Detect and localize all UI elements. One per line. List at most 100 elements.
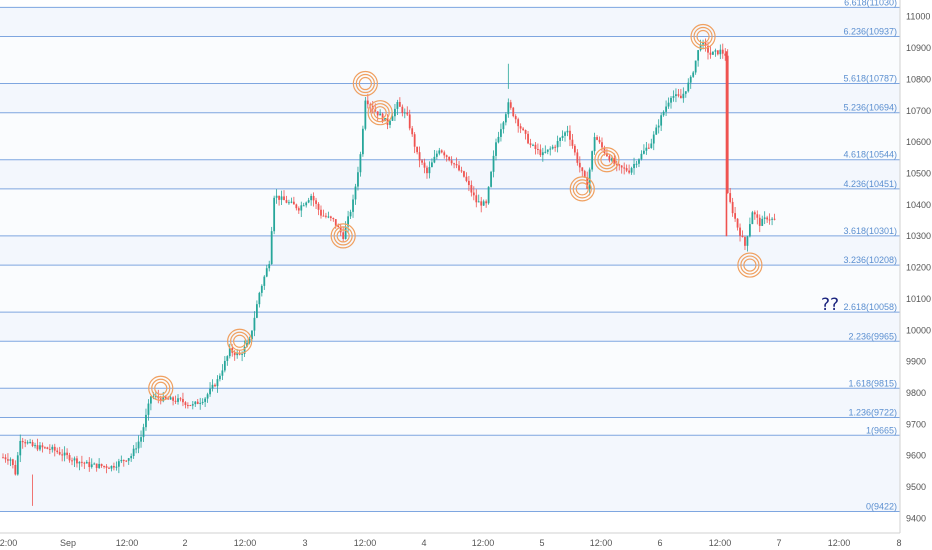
candle-body <box>317 203 320 210</box>
highlight-ring <box>373 106 387 120</box>
y-tick-label: 9600 <box>906 451 926 461</box>
candle-body <box>41 445 44 448</box>
candle-body <box>573 145 576 153</box>
candle-body <box>551 146 554 149</box>
candle-body <box>216 379 219 387</box>
candle-body <box>270 231 273 265</box>
fib-band <box>0 112 900 160</box>
y-axis: 11000 10900 10800 10700 10600 10500 10400 10300… <box>906 12 931 524</box>
candle-body <box>105 466 108 468</box>
highlight-ring <box>154 381 168 395</box>
fib-band <box>0 417 900 436</box>
fib-band <box>0 265 900 313</box>
y-tick-label: 10500 <box>906 169 931 179</box>
fib-level-label: 5.618(10787) <box>843 74 897 84</box>
y-tick-label: 10400 <box>906 200 931 210</box>
candle-body <box>731 201 734 214</box>
candle-body <box>704 42 707 46</box>
x-tick-label: 8 <box>896 538 901 548</box>
candle-body <box>258 292 261 305</box>
candle-body <box>684 91 687 94</box>
candle-body <box>569 130 571 140</box>
candle-body <box>125 460 128 462</box>
candle-body <box>366 100 369 105</box>
fib-level-label: 1.618(9815) <box>848 378 897 388</box>
highlight-ring <box>575 182 589 196</box>
candle-body <box>608 156 611 161</box>
candle-body <box>132 448 135 457</box>
candle-body <box>305 202 308 206</box>
candle-body <box>248 339 251 343</box>
candle-body <box>122 459 125 461</box>
candle-body <box>756 214 759 218</box>
highlight-ring <box>333 226 353 246</box>
candle-body <box>416 146 419 153</box>
candle-body <box>219 375 221 380</box>
candle-body <box>76 458 78 464</box>
y-tick-label: 11000 <box>906 12 930 22</box>
candle-body <box>418 152 421 161</box>
candle-body <box>71 460 73 462</box>
candle-body <box>601 142 603 148</box>
highlight-ring <box>693 26 713 47</box>
candle-body <box>376 111 379 116</box>
highlight-ring <box>370 103 390 123</box>
candle-body <box>31 441 34 447</box>
candle-body <box>302 205 305 207</box>
y-tick-label: 10600 <box>906 137 931 147</box>
candle-body <box>763 217 766 219</box>
candle-body <box>482 201 485 206</box>
candle-body <box>514 116 517 120</box>
candle-body <box>667 102 670 107</box>
highlight-ring <box>355 73 375 94</box>
candle-body <box>211 384 214 389</box>
candle-body <box>95 463 98 468</box>
candle-body <box>500 129 502 137</box>
candle-body <box>682 93 685 99</box>
candle-body <box>56 450 59 453</box>
candle-body <box>748 224 751 237</box>
candle-body <box>495 142 497 156</box>
candle-body <box>433 156 436 163</box>
candle-body <box>502 122 505 130</box>
candle-body <box>716 50 719 55</box>
candle-body <box>263 276 266 286</box>
candle-body <box>246 342 248 347</box>
candle-body <box>379 113 382 116</box>
candle-body <box>145 414 147 428</box>
candle-body <box>162 396 165 402</box>
candle-body <box>428 167 431 174</box>
candle-body <box>522 128 525 131</box>
candle-body <box>186 405 189 407</box>
candle-body <box>652 134 655 144</box>
candle-body <box>364 100 367 129</box>
candle-body <box>586 177 589 189</box>
candle-body <box>78 461 81 464</box>
highlight-ring <box>569 176 595 202</box>
candle-body <box>445 155 448 157</box>
candle-body <box>381 113 384 122</box>
candle-body <box>83 462 86 464</box>
candle-body <box>628 170 631 173</box>
candle-body <box>598 139 601 143</box>
candle-body <box>26 442 29 444</box>
highlight-ring <box>743 258 757 272</box>
candle-body <box>721 49 724 54</box>
candle-body <box>283 196 285 201</box>
candle-body <box>630 168 633 173</box>
highlight-ring <box>230 331 250 351</box>
candle-body <box>255 304 258 318</box>
candle-body <box>403 112 406 114</box>
candle-body <box>68 455 71 461</box>
candle-body <box>100 463 103 467</box>
candle-body <box>398 102 401 107</box>
candle-body <box>638 159 640 164</box>
candle-body <box>130 456 133 459</box>
candle-body <box>327 216 330 218</box>
candle-body <box>174 400 177 402</box>
candle-body <box>734 213 737 219</box>
candle-body <box>524 130 527 134</box>
candle-body <box>401 106 404 113</box>
candle-body <box>34 445 36 447</box>
